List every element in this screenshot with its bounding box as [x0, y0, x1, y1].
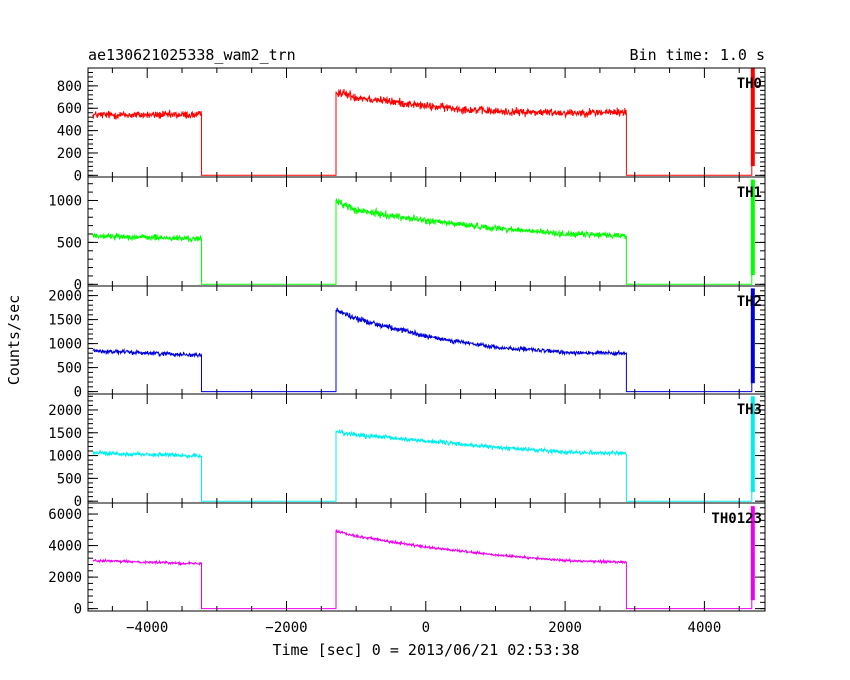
- y-tick-label: 1500: [48, 313, 82, 329]
- x-tick-label: 2000: [548, 620, 582, 636]
- panel-label-th0123: TH0123: [711, 511, 762, 527]
- panel-th1: 0 500 1000 TH1: [48, 176, 766, 293]
- panel-label-th0: TH0: [737, 76, 762, 92]
- panel-label-th1: TH1: [737, 185, 762, 201]
- y-tick-label: 1000: [48, 193, 82, 209]
- x-axis-title: Time [sec] 0 = 2013/06/21 02:53:38: [272, 641, 579, 659]
- x-tick-label: −2000: [265, 620, 307, 636]
- y-tick-label: 0: [74, 602, 82, 618]
- end-spike-th2: [750, 288, 755, 384]
- y-tick-label: 500: [57, 235, 82, 251]
- series-line-th1: [92, 179, 753, 285]
- y-tick-label: 6000: [48, 507, 82, 523]
- x-tick-label: 0: [422, 620, 430, 636]
- y-tick-label: 1000: [48, 449, 82, 465]
- end-spike-th0123: [750, 506, 755, 601]
- y-tick-label: 200: [57, 146, 82, 162]
- panel-th0123: 0 2000 4000 6000 TH0123: [48, 502, 766, 618]
- y-tick-label: 800: [57, 79, 82, 95]
- y-tick-label: 2000: [48, 289, 82, 305]
- y-tick-label: 600: [57, 101, 82, 117]
- panel-frame: [87, 67, 766, 178]
- y-tick-label: 0: [74, 277, 82, 293]
- panel-label-th2: TH2: [737, 294, 762, 310]
- series-line-th3: [92, 396, 753, 502]
- y-tick-label: 0: [74, 494, 82, 510]
- panel-frame: [87, 502, 766, 612]
- y-tick-label: 2000: [48, 403, 82, 419]
- series-line-th0: [92, 68, 753, 176]
- chart-title: ae130621025338_wam2_trn: [88, 46, 296, 64]
- end-spike-th0: [750, 68, 755, 167]
- x-tick-label: −4000: [126, 620, 168, 636]
- end-spike-th1: [750, 179, 755, 276]
- y-tick-label: 0: [74, 168, 82, 184]
- y-tick-label: 1500: [48, 426, 82, 442]
- panels-group: 0 200 400 600 800 TH0 0 500 1000 TH1 0 500 1000 1500 2…: [48, 67, 766, 636]
- panel-frame: [87, 176, 766, 287]
- panel-frame: [87, 285, 766, 395]
- y-axis-title: Counts/sec: [5, 295, 23, 385]
- y-tick-label: 500: [57, 361, 82, 377]
- panel-th3: 0 500 1000 1500 2000 TH3: [48, 393, 766, 510]
- series-line-th2: [92, 288, 753, 393]
- y-tick-label: 4000: [48, 539, 82, 555]
- y-tick-label: 1000: [48, 337, 82, 353]
- y-tick-label: 400: [57, 124, 82, 140]
- x-tick-label: 4000: [688, 620, 722, 636]
- y-tick-label: 500: [57, 471, 82, 487]
- bin-time-label: Bin time: 1.0 s: [630, 46, 765, 64]
- end-spike-th3: [750, 396, 755, 493]
- panel-frame: [87, 393, 766, 504]
- panel-th0: 0 200 400 600 800 TH0: [57, 67, 766, 184]
- y-tick-label: 0: [74, 385, 82, 401]
- panel-th2: 0 500 1000 1500 2000 TH2: [48, 285, 766, 401]
- series-line-th0123: [92, 506, 753, 610]
- panel-label-th3: TH3: [737, 402, 762, 418]
- y-tick-label: 2000: [48, 570, 82, 586]
